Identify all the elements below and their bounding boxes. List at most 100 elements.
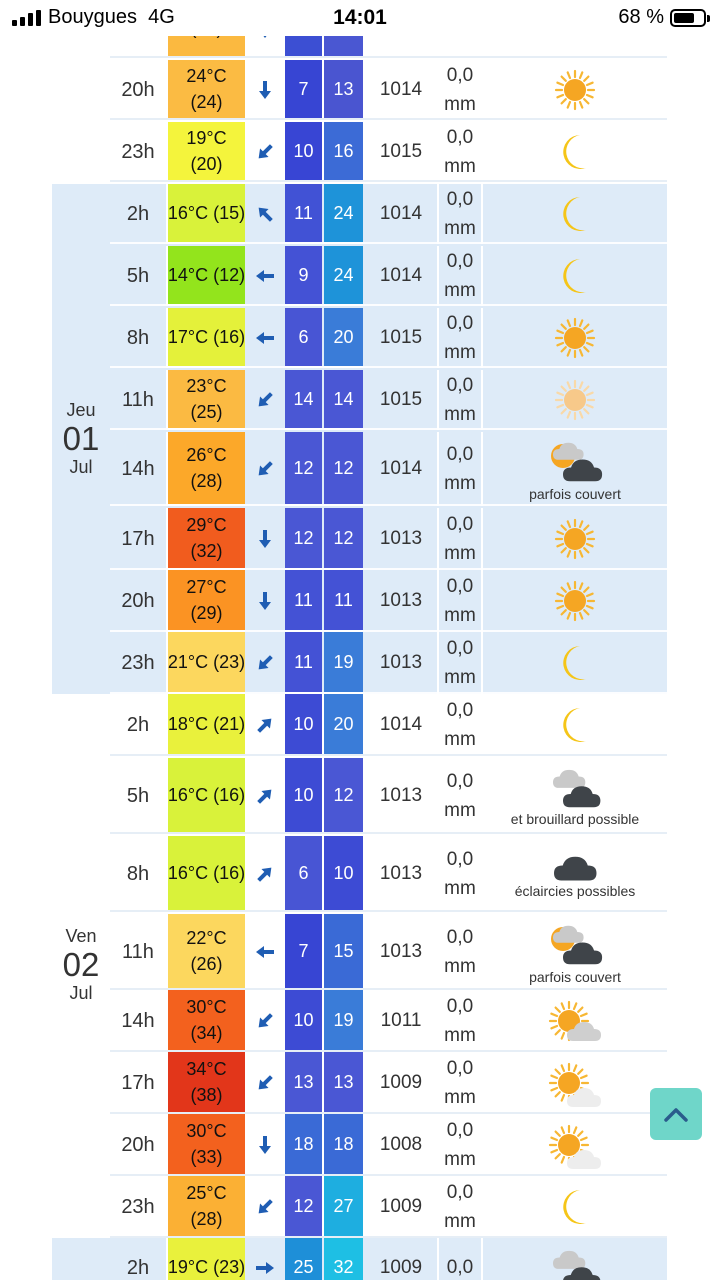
temperature-cell: 29°C (32): [168, 508, 245, 570]
weather-icon: éclaircies possibles: [483, 836, 667, 912]
rain-unit: mm: [444, 473, 476, 494]
wind-speed: 6: [285, 308, 322, 368]
day-date: 02: [62, 946, 100, 983]
rain-unit: mm: [444, 156, 476, 177]
weather-icon: [483, 694, 667, 756]
forecast-row: 20h 30°C (33) 18 18 1008 0,0 mm: [52, 1114, 667, 1176]
forecast-row: 17h 34°C (38) 13 13 1009 0,0 mm: [52, 1052, 667, 1114]
rain-value: 0,0: [446, 1257, 474, 1279]
day-month: Jul: [69, 983, 93, 1003]
pressure: 1009: [379, 1257, 423, 1278]
rain-value: 0,0: [446, 126, 474, 148]
temperature: 23°C: [186, 375, 227, 396]
chevron-up-icon: [664, 1108, 688, 1122]
weather-icon: et brouillard possible: [483, 758, 667, 834]
temperature-cell: 30°C (33): [168, 1114, 245, 1176]
hour-label: 17h: [121, 1071, 155, 1094]
day-month: Jul: [69, 457, 93, 477]
forecast-row: 8h 16°C (16) 6 10 1013 0,0 mm éclaircies …: [52, 836, 667, 912]
temperature: 24°C: [186, 65, 227, 86]
wind-speed: 7: [285, 60, 322, 120]
wind-gust: 18: [324, 1114, 363, 1176]
pressure: 1015: [379, 141, 423, 162]
wind-speed: 14: [285, 370, 322, 430]
temperature-cell: 23°C (25): [168, 370, 245, 430]
temperature: 18°C: [167, 713, 209, 734]
weather-icon: [483, 246, 667, 306]
pressure: 1008: [379, 1134, 423, 1155]
hour-label: 23h: [121, 651, 155, 674]
wind-gust: 12: [324, 432, 363, 506]
weather-caption: et brouillard possible: [510, 811, 640, 827]
wind-speed: 11: [285, 632, 322, 694]
temperature-cell: 26°C (28): [168, 432, 245, 506]
pressure: 1014: [379, 265, 423, 286]
temperature-cell: 27°C (29): [168, 570, 245, 632]
temperature-cell: 21°C (23): [168, 632, 245, 694]
wind-gust: 20: [324, 694, 363, 756]
rain-cell: 0,0 mm: [439, 246, 481, 306]
wind-speed: 10: [285, 122, 322, 182]
rain-unit: mm: [444, 1149, 476, 1170]
feels-like: (24): [190, 92, 223, 112]
wind-gust: 19: [324, 632, 363, 694]
temperature: 16°C: [167, 784, 209, 805]
feels-like: (23): [213, 1256, 246, 1277]
weather-caption: éclaircies possibles: [514, 883, 636, 899]
temperature: 25°C: [186, 1182, 227, 1203]
wind-speed: 10: [285, 694, 322, 756]
rain-unit: mm: [444, 218, 476, 239]
wind-speed: 13: [285, 1052, 322, 1114]
temperature: 26°C: [186, 444, 227, 465]
wind-speed: 9: [285, 246, 322, 306]
pressure: 1015: [379, 389, 423, 410]
hour-label: 5h: [126, 784, 150, 807]
weather-icon: [483, 60, 667, 120]
day-label: Jeu 01 Jul: [52, 400, 110, 478]
wind-direction-icon: [247, 1114, 283, 1176]
rain-unit: mm: [444, 878, 476, 899]
weather-icon: parfois couvert: [483, 432, 667, 506]
wind-direction-icon: [247, 836, 283, 912]
hour-label: 23h: [121, 1195, 155, 1218]
wind-direction-icon: [247, 758, 283, 834]
temperature-cell: 14°C (12): [168, 246, 245, 306]
rain-unit: mm: [444, 94, 476, 115]
rain-value: 0,0: [446, 995, 474, 1017]
pressure: 1009: [379, 1072, 423, 1093]
weather-icon: [483, 370, 667, 430]
weather-icon: [483, 508, 667, 570]
scroll-to-top-button[interactable]: [650, 1088, 702, 1140]
wind-direction-icon: [247, 1176, 283, 1238]
rain-value: 0,0: [446, 848, 474, 870]
wind-gust: 13: [324, 1052, 363, 1114]
rain-value: 0,0: [446, 926, 474, 948]
battery-percent: 68 %: [618, 6, 664, 28]
temperature: 30°C: [186, 1120, 227, 1141]
day-label: Ven 02 Jul: [52, 926, 110, 1004]
rain-unit: mm: [444, 342, 476, 363]
rain-cell: 0,0 mm: [439, 60, 481, 120]
temperature: 21°C: [167, 651, 209, 672]
forecast-row: 23h 19°C (20) 10 16 1015 0,0 mm: [52, 122, 667, 182]
hour-label: 2h: [126, 202, 150, 225]
wind-direction-icon: [247, 632, 283, 694]
rain-unit: mm: [444, 1087, 476, 1108]
feels-like: (32): [190, 541, 223, 561]
hour-label: 8h: [126, 862, 150, 885]
wind-gust: 19: [324, 990, 363, 1052]
rain-value: 0,0: [446, 1119, 474, 1141]
wind-direction-icon: [247, 370, 283, 430]
pressure: 1015: [379, 327, 423, 348]
rain-value: 0,0: [446, 374, 474, 396]
temperature-cell: 22°C (26): [168, 914, 245, 990]
pressure: 1009: [379, 1196, 423, 1217]
weather-icon: [483, 1238, 667, 1280]
wind-direction-icon: [247, 308, 283, 368]
feels-like: (23): [213, 651, 246, 672]
rain-value: 0,0: [446, 250, 474, 272]
rain-cell: 0,0 mm: [439, 694, 481, 756]
rain-cell: 0,0 mm: [439, 632, 481, 694]
feels-like: (15): [213, 202, 246, 223]
rain-value: 0,0: [446, 312, 474, 334]
